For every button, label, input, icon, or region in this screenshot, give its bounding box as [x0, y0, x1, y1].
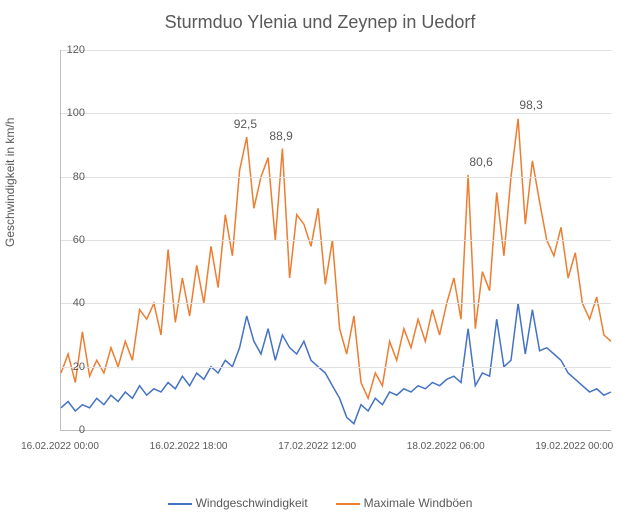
data-annotation: 88,9	[269, 129, 292, 143]
y-tick-label: 60	[55, 234, 85, 246]
y-tick-label: 120	[55, 44, 85, 56]
chart-title: Sturmduo Ylenia und Zeynep in Uedorf	[0, 0, 640, 33]
gridline	[61, 50, 611, 51]
legend-swatch	[168, 503, 192, 505]
legend-label: Maximale Windböen	[364, 496, 473, 510]
x-tick-label: 16.02.2022 00:00	[21, 441, 99, 452]
legend-swatch	[336, 503, 360, 505]
series-line	[61, 119, 611, 399]
data-annotation: 80,6	[469, 155, 492, 169]
gridline	[61, 303, 611, 304]
legend-item: Maximale Windböen	[336, 496, 473, 510]
x-tick-label: 16.02.2022 18:00	[150, 441, 228, 452]
y-tick-label: 20	[55, 361, 85, 373]
x-tick-label: 17.02.2022 12:00	[278, 441, 356, 452]
y-tick-label: 80	[55, 171, 85, 183]
x-tick-label: 19.02.2022 00:00	[535, 441, 613, 452]
data-annotation: 92,5	[234, 117, 257, 131]
y-tick-label: 0	[55, 424, 85, 436]
gridline	[61, 367, 611, 368]
series-line	[61, 303, 611, 423]
legend-label: Windgeschwindigkeit	[196, 496, 308, 510]
y-tick-label: 100	[55, 107, 85, 119]
gridline	[61, 240, 611, 241]
chart-container: Sturmduo Ylenia und Zeynep in Uedorf Ges…	[0, 0, 640, 520]
data-annotation: 98,3	[519, 98, 542, 112]
legend: Windgeschwindigkeit Maximale Windböen	[0, 496, 640, 510]
gridline	[61, 177, 611, 178]
legend-item: Windgeschwindigkeit	[168, 496, 308, 510]
gridline	[61, 113, 611, 114]
y-tick-label: 40	[55, 297, 85, 309]
y-axis-label: Geschwindigkeit in km/h	[3, 118, 17, 247]
x-tick-label: 18.02.2022 06:00	[407, 441, 485, 452]
